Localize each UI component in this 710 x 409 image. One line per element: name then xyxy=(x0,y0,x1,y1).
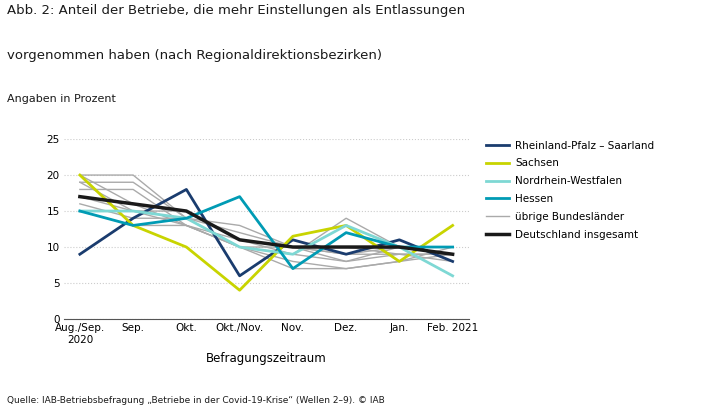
Text: Abb. 2: Anteil der Betriebe, die mehr Einstellungen als Entlassungen: Abb. 2: Anteil der Betriebe, die mehr Ei… xyxy=(7,4,465,17)
Text: vorgenommen haben (nach Regionaldirektionsbezirken): vorgenommen haben (nach Regionaldirektio… xyxy=(7,49,382,62)
Legend: Rheinland-Pfalz – Saarland, Sachsen, Nordrhein-Westfalen, Hessen, übrige Bundesl: Rheinland-Pfalz – Saarland, Sachsen, Nor… xyxy=(486,141,654,240)
X-axis label: Befragungszeitraum: Befragungszeitraum xyxy=(206,352,327,365)
Text: Quelle: IAB-Betriebsbefragung „Betriebe in der Covid-19-Krise“ (Wellen 2–9). © I: Quelle: IAB-Betriebsbefragung „Betriebe … xyxy=(7,396,385,405)
Text: Angaben in Prozent: Angaben in Prozent xyxy=(7,94,116,104)
